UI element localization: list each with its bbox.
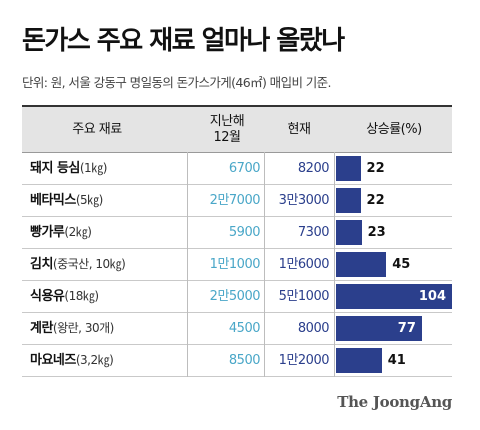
price-last-december: 6700 [228,161,261,176]
price-last-december: 4500 [228,321,261,336]
chart-title: 돈가스 주요 재료 얼마나 올랐나 [22,26,345,56]
ingredient-label: 마요네즈 [30,353,76,368]
rate-bar [336,252,387,277]
ingredient-name: 식용유(18㎏) [30,281,99,312]
table-row: 마요네즈(3,2㎏) 8500 1만2000 41 [22,345,452,377]
rate-label: 45 [392,257,411,272]
ingredient-name: 김치(중국산, 10㎏) [30,249,126,280]
price-table: 주요 재료 지난해 12월 현재 상승률(%) 돼지 등심(1㎏) 6700 820… [22,105,452,377]
header-last-december-text: 지난해 12월 [209,113,245,145]
ingredient-label: 빵가루 [30,225,65,240]
source-credit: The JoongAng [337,393,452,411]
rate-bar [336,188,361,213]
rate-label: 41 [387,353,406,368]
ingredient-unit: (왕란, 30개) [52,321,114,335]
ingredient-name: 돼지 등심(1㎏) [30,153,107,184]
price-last-december: 1만1000 [209,257,261,272]
ingredient-unit: (18㎏) [64,289,99,303]
ingredient-label: 베타믹스 [30,193,76,208]
header-current: 현재 [287,121,311,137]
price-current: 3만3000 [278,193,330,208]
ingredient-name: 베타믹스(5㎏) [30,185,103,216]
price-last-december: 5900 [228,225,261,240]
divider-2 [264,152,265,377]
price-last-december: 2만7000 [209,193,261,208]
price-current: 1만6000 [278,257,330,272]
chart-subtitle: 단위: 원, 서울 강동구 명일동의 돈가스가게(46㎡) 매입비 기준. [22,75,332,90]
price-last-december: 8500 [228,353,261,368]
ingredient-unit: (5㎏) [75,193,104,207]
ingredient-label: 돼지 등심 [30,161,80,176]
rate-bar [336,284,452,309]
ingredient-name: 계란(왕란, 30개) [30,313,114,344]
header-last-december: 지난해 12월 [192,107,262,152]
ingredient-label: 계란 [30,321,53,336]
rate-label: 22 [366,193,385,208]
table-row: 베타믹스(5㎏) 2만7000 3만3000 22 [22,185,452,217]
ingredient-label: 김치 [30,257,53,272]
price-last-december: 2만5000 [209,289,261,304]
ingredient-name: 마요네즈(3,2㎏) [30,345,114,376]
table-header: 주요 재료 지난해 12월 현재 상승률(%) [22,105,452,153]
ingredient-unit: (2㎏) [64,225,92,239]
ingredient-unit: (1㎏) [79,161,108,175]
table-row: 식용유(18㎏) 2만5000 5만1000 104 [22,281,452,313]
ingredient-unit: (3,2㎏) [75,353,114,367]
price-current: 8000 [297,321,330,336]
table-row: 김치(중국산, 10㎏) 1만1000 1만6000 45 [22,249,452,281]
price-current: 5만1000 [278,289,330,304]
table-row: 계란(왕란, 30개) 4500 8000 77 [22,313,452,345]
rate-label: 104 [418,289,446,304]
ingredient-name: 빵가루(2㎏) [30,217,92,248]
header-rate: 상승률(%) [366,121,422,137]
ingredient-unit: (중국산, 10㎏) [52,257,126,271]
price-current: 1만2000 [278,353,330,368]
price-current: 8200 [297,161,330,176]
table-body: 돼지 등심(1㎏) 6700 8200 22 베타믹스(5㎏) 2만7000 3만3000 2… [22,153,452,377]
table-row: 돼지 등심(1㎏) 6700 8200 22 [22,153,452,185]
rate-label: 23 [367,225,386,240]
ingredient-label: 식용유 [30,289,65,304]
price-current: 7300 [297,225,330,240]
header-ingredient: 주요 재료 [72,121,122,137]
table-row: 빵가루(2㎏) 5900 7300 23 [22,217,452,249]
rate-bar [336,316,422,341]
rate-bar [336,156,361,181]
divider-1 [187,152,188,377]
rate-label: 77 [397,321,416,336]
rate-bar [336,220,362,245]
rate-label: 22 [366,161,385,176]
divider-3 [334,152,335,377]
rate-bar [336,348,382,373]
